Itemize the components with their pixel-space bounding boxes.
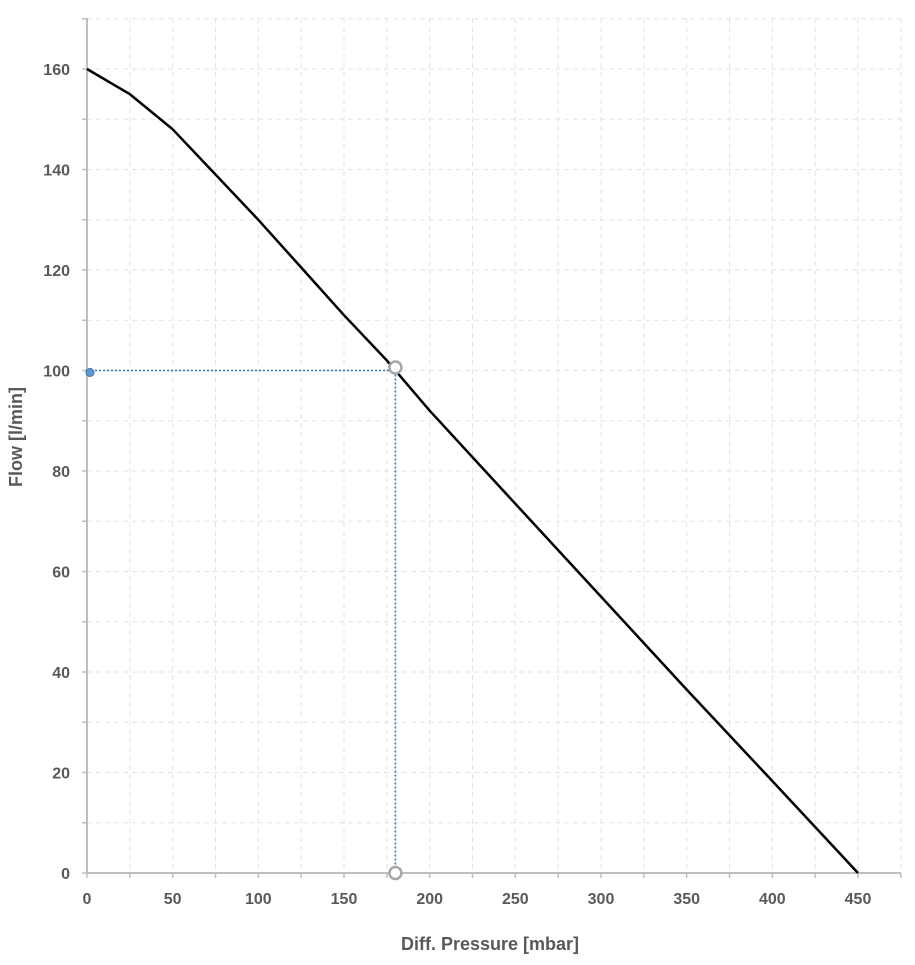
x-tick-label: 0 xyxy=(83,891,92,908)
operating-point-guides xyxy=(87,369,397,873)
y-tick-label: 40 xyxy=(52,665,70,682)
operating-point-marker xyxy=(388,360,403,375)
x-tick-label: 450 xyxy=(845,891,872,908)
y-axis-title: Flow [l/min] xyxy=(6,387,26,487)
x-tick-label: 150 xyxy=(331,891,358,908)
x-tick-label: 50 xyxy=(164,891,182,908)
x-tick-label: 200 xyxy=(416,891,443,908)
y-tick-label: 20 xyxy=(52,766,70,783)
y-tick-label: 140 xyxy=(43,163,70,180)
y-tick-label: 0 xyxy=(61,866,70,883)
x-tick-label: 100 xyxy=(245,891,272,908)
series-line xyxy=(86,67,859,874)
y-tick-label: 120 xyxy=(43,263,70,280)
operating-point-markers xyxy=(85,360,403,881)
x-tick-label: 300 xyxy=(588,891,615,908)
grid-lines xyxy=(87,18,902,873)
x-axis-projection-marker xyxy=(388,865,403,881)
y-axis-projection-marker xyxy=(85,368,95,377)
series-group xyxy=(86,67,859,874)
x-tick-label: 400 xyxy=(759,891,786,908)
x-axis-title: Diff. Pressure [mbar] xyxy=(401,934,579,954)
y-tick-label: 100 xyxy=(43,364,70,381)
axes xyxy=(82,18,902,878)
tick-labels: 0 50 100 150 200 250 300 350 400 450 0 20 40 60 80 100 1… xyxy=(43,62,871,908)
y-tick-label: 60 xyxy=(52,565,70,582)
y-tick-label: 80 xyxy=(52,464,70,481)
x-tick-label: 250 xyxy=(502,891,529,908)
x-tick-label: 350 xyxy=(673,891,700,908)
y-tick-label: 160 xyxy=(43,62,70,79)
